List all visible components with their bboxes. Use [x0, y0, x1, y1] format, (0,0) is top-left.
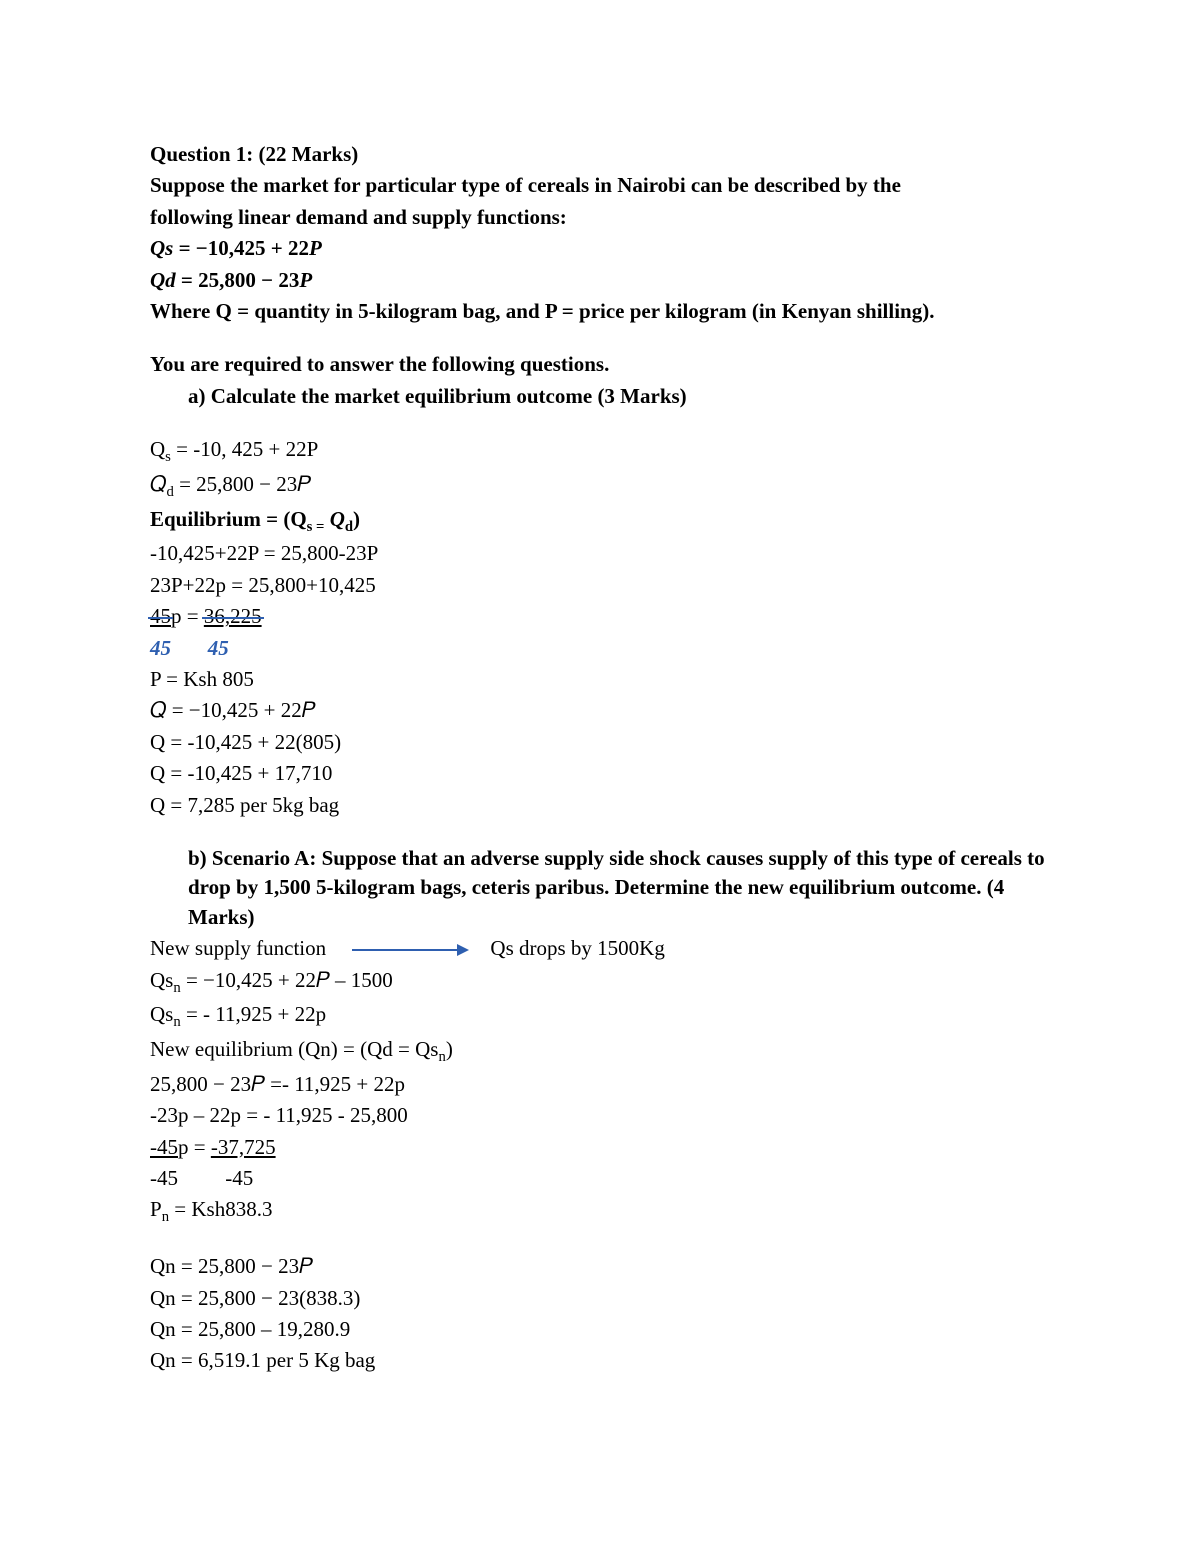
- b-step-4: -45 -45: [150, 1164, 1050, 1193]
- a-eqlbl-sub2: d: [345, 519, 353, 535]
- b-pn-rest: = Ksh838.3: [169, 1197, 272, 1221]
- arrow-icon: [352, 944, 469, 956]
- a-qs-line: Qs = -10, 425 + 22P: [150, 435, 1050, 468]
- b-neweq-sub: n: [438, 1049, 445, 1065]
- a-q-line1: 𝑄 = −10,425 + 22𝑃: [150, 696, 1050, 725]
- a-step-3: 45p = 36,225: [150, 602, 1050, 631]
- b-new-eq-line: New equilibrium (Qn) = (Qd = Qsn): [150, 1035, 1050, 1068]
- a-equilibrium-label: Equilibrium = (Qs = Qd): [150, 505, 1050, 538]
- a-step-2: 23P+22p = 25,800+10,425: [150, 571, 1050, 600]
- b-qsn1-rest: = −10,425 + 22𝑃 – 1500: [181, 968, 393, 992]
- b-step-2: -23p – 22p = - 11,925 - 25,800: [150, 1101, 1050, 1130]
- a-div-right: 45: [208, 636, 229, 660]
- b-step-1: 25,800 − 23𝑃 =- 11,925 + 22p: [150, 1070, 1050, 1099]
- b-neg45-underlined: -45: [150, 1135, 178, 1159]
- b-qn-line3: Qn = 25,800 – 19,280.9: [150, 1315, 1050, 1344]
- qs-rhs: = −10,425 +: [173, 236, 288, 260]
- b-qsn2-sub: n: [173, 1014, 180, 1030]
- b-neg37725-underlined: -37,725: [211, 1135, 276, 1159]
- part-a-label: a) Calculate the market equilibrium outc…: [150, 382, 1050, 411]
- qd-var: P: [299, 268, 312, 292]
- a-eqlbl-sub1: s =: [307, 519, 325, 535]
- b-p-equals: p =: [178, 1135, 211, 1159]
- a-step-1: -10,425+22P = 25,800-23P: [150, 539, 1050, 568]
- a-p-equals: p =: [171, 604, 204, 628]
- b-arrow-note: Qs drops by 1500Kg: [490, 936, 664, 960]
- b-new-supply-line: New supply function Qs drops by 1500Kg: [150, 934, 1050, 963]
- a-45p-underlined: 45: [150, 602, 171, 631]
- qd-op: =: [176, 268, 198, 292]
- b-nsf-text: New supply function: [150, 936, 326, 960]
- a-qd-sub: d: [166, 484, 173, 500]
- a-p-result: P = Ksh 805: [150, 665, 1050, 694]
- b-qn-line1: Qn = 25,800 − 23𝑃: [150, 1252, 1050, 1281]
- b-qsn1-sub: n: [173, 980, 180, 996]
- b-qn-line4: Qn = 6,519.1 per 5 Kg bag: [150, 1346, 1050, 1375]
- b-pn-result: Pn = Ksh838.3: [150, 1195, 1050, 1228]
- qd-equation: Qd = 25,800 − 23P: [150, 266, 1050, 295]
- part-b-label: b) Scenario A: Suppose that an adverse s…: [150, 844, 1050, 932]
- a-q-line3: Q = -10,425 + 17,710: [150, 759, 1050, 788]
- a-eqlbl-end: ): [353, 507, 360, 531]
- a-q-line4: Q = 7,285 per 5kg bag: [150, 791, 1050, 820]
- a-div-left: 45: [150, 636, 171, 660]
- question-title: Question 1: (22 Marks): [150, 140, 1050, 169]
- b-neweq-pre: New equilibrium (Qn) = (Qd = Qs: [150, 1037, 438, 1061]
- required-line: You are required to answer the following…: [150, 350, 1050, 379]
- qs-var: P: [309, 236, 322, 260]
- a-q-line2: Q = -10,425 + 22(805): [150, 728, 1050, 757]
- b-pn-sub: n: [162, 1210, 169, 1226]
- qs-equation: Qs = −10,425 + 22P: [150, 234, 1050, 263]
- qs-coef: 22: [288, 236, 309, 260]
- a-qd-rest: = 25,800 − 23𝑃: [174, 472, 311, 496]
- qd-c1: 25,800 − 23: [198, 268, 299, 292]
- b-qsn2-rest: = - 11,925 + 22p: [181, 1002, 326, 1026]
- b-qn-line2: Qn = 25,800 − 23(838.3): [150, 1284, 1050, 1313]
- a-36225-underlined: 36,225: [204, 602, 262, 631]
- b-qsn2-pre: Qs: [150, 1002, 173, 1026]
- b-qsn1-pre: Qs: [150, 968, 173, 992]
- b-step-3: -45p = -37,725: [150, 1133, 1050, 1162]
- qs-lhs: Qs: [150, 236, 173, 260]
- intro-line-1: Suppose the market for particular type o…: [150, 171, 1050, 200]
- a-eqlbl-mid: Q: [324, 507, 344, 531]
- a-qs-pre: Q: [150, 437, 165, 461]
- where-line: Where Q = quantity in 5-kilogram bag, an…: [150, 297, 1050, 326]
- intro-line-2: following linear demand and supply funct…: [150, 203, 1050, 232]
- a-eqlbl-pre: Equilibrium = (Q: [150, 507, 307, 531]
- b-neweq-end: ): [446, 1037, 453, 1061]
- a-qd-line: 𝑄d = 25,800 − 23𝑃: [150, 470, 1050, 503]
- b-pn-pre: P: [150, 1197, 162, 1221]
- a-qd-pre: 𝑄: [150, 472, 166, 496]
- a-qs-rest: = -10, 425 + 22P: [171, 437, 318, 461]
- qd-lhs: Qd: [150, 268, 176, 292]
- b-qsn-line2: Qsn = - 11,925 + 22p: [150, 1000, 1050, 1033]
- a-division-annotation: 45 45: [150, 634, 1050, 663]
- b-qsn-line1: Qsn = −10,425 + 22𝑃 – 1500: [150, 966, 1050, 999]
